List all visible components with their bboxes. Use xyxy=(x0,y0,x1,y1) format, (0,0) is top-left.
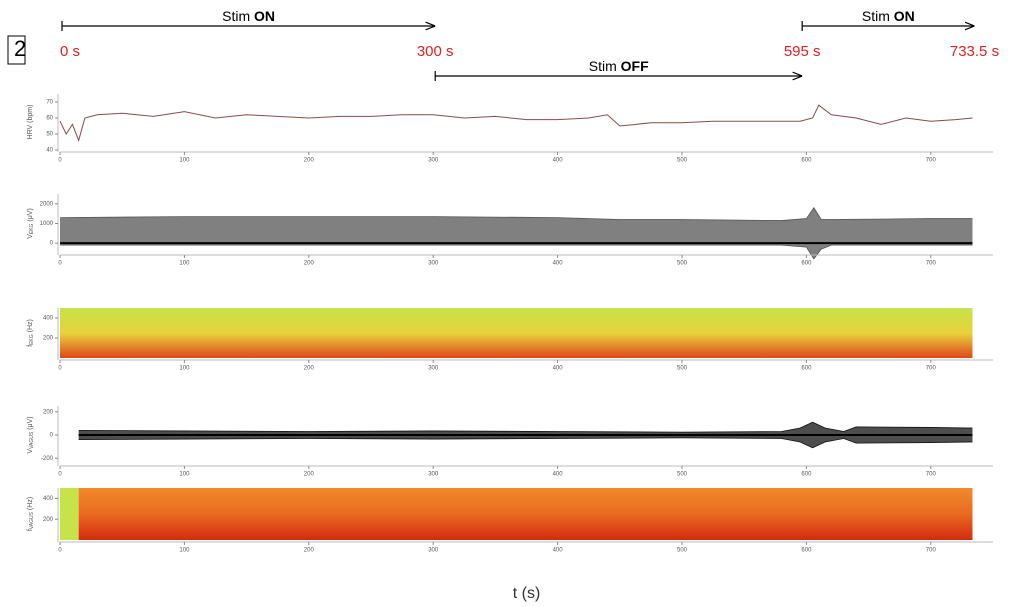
x-tick-label: 600 xyxy=(801,472,812,478)
panel-label: 2 xyxy=(14,36,26,61)
x-tick-label: 300 xyxy=(428,548,439,554)
stim-label: Stim ON xyxy=(862,8,915,24)
y-tick-label: 40 xyxy=(46,148,53,154)
stim-label: Stim ON xyxy=(222,8,275,24)
x-tick-label: 400 xyxy=(553,472,564,478)
x-tick-label: 0 xyxy=(58,261,62,267)
y-label-symbol: V xyxy=(27,449,34,454)
y-tick-label: 60 xyxy=(46,116,53,122)
x-axis-label: t (s) xyxy=(513,585,541,602)
stim-state: ON xyxy=(254,8,275,24)
x-tick-label: 500 xyxy=(677,548,688,554)
x-tick-label: 500 xyxy=(677,261,688,267)
signal-band xyxy=(60,207,973,259)
y-label-sub: EKG xyxy=(29,334,35,345)
panel-label-box xyxy=(7,35,26,65)
y-tick-label: 0 xyxy=(50,241,54,247)
x-tick-label: 700 xyxy=(926,548,937,554)
y-tick-label: 70 xyxy=(46,100,53,106)
y-label-unit: (Hz) xyxy=(27,319,34,332)
stim-prefix: Stim xyxy=(589,58,617,74)
x-tick-label: 0 xyxy=(58,158,62,164)
x-tick-label: 500 xyxy=(677,366,688,372)
x-tick-label: 200 xyxy=(304,158,315,164)
time-label: 0 s xyxy=(60,43,80,60)
x-tick-label: 100 xyxy=(179,158,190,164)
y-axis-label: fEKG (Hz) xyxy=(27,319,35,347)
y-axis-label: fVAGUS(Hz) xyxy=(27,497,35,531)
signal-min xyxy=(60,244,973,260)
stim-label: Stim OFF xyxy=(589,58,649,74)
x-tick-label: 700 xyxy=(926,158,937,164)
spectrogram xyxy=(60,308,973,358)
x-tick-label: 200 xyxy=(304,472,315,478)
stim-state: OFF xyxy=(621,58,649,74)
y-tick-label: 0 xyxy=(50,433,54,439)
y-label-symbol: V xyxy=(27,234,34,239)
x-tick-label: 400 xyxy=(553,548,564,554)
time-label: 595 s xyxy=(784,43,821,60)
x-tick-label: 600 xyxy=(801,261,812,267)
stim-prefix: Stim xyxy=(862,8,890,24)
x-tick-label: 100 xyxy=(179,366,190,372)
x-tick-label: 500 xyxy=(677,472,688,478)
y-tick-label: 200 xyxy=(43,409,54,415)
y-label-sub: VAGUS xyxy=(29,511,35,529)
x-tick-label: 600 xyxy=(801,158,812,164)
x-tick-label: 400 xyxy=(553,366,564,372)
y-label-unit: (μV) xyxy=(27,208,34,221)
y-tick-label: 200 xyxy=(43,517,54,523)
y-axis-label: HRV(bpm) xyxy=(27,105,34,140)
spectrogram xyxy=(78,488,973,540)
x-tick-label: 700 xyxy=(926,366,937,372)
y-tick-label: 50 xyxy=(46,132,53,138)
time-label: 733.5 s xyxy=(950,43,999,60)
x-tick-label: 400 xyxy=(553,158,564,164)
y-tick-label: 400 xyxy=(43,316,54,322)
x-tick-label: 700 xyxy=(926,472,937,478)
y-axis-label: VVAGUS (μV) xyxy=(27,416,35,453)
y-label-sub: EKG xyxy=(29,223,35,234)
x-tick-label: 600 xyxy=(801,548,812,554)
y-label-sub: VAGUS xyxy=(29,431,35,449)
x-tick-label: 0 xyxy=(58,366,62,372)
x-tick-label: 400 xyxy=(553,261,564,267)
y-tick-label: 200 xyxy=(43,336,54,342)
x-tick-label: 300 xyxy=(428,366,439,372)
x-tick-label: 0 xyxy=(58,548,62,554)
x-tick-label: 300 xyxy=(428,158,439,164)
x-tick-label: 300 xyxy=(428,472,439,478)
x-tick-label: 500 xyxy=(677,158,688,164)
x-tick-label: 200 xyxy=(304,261,315,267)
y-tick-label: 1000 xyxy=(40,221,54,227)
x-tick-label: 700 xyxy=(926,261,937,267)
spectrogram-lead xyxy=(60,488,79,540)
y-label-symbol: f xyxy=(27,345,34,347)
y-label-symbol: HRV xyxy=(27,124,34,139)
x-tick-label: 300 xyxy=(428,261,439,267)
x-tick-label: 200 xyxy=(304,366,315,372)
y-tick-label: -200 xyxy=(41,456,54,462)
x-tick-label: 100 xyxy=(179,261,190,267)
hrv-line xyxy=(59,104,973,142)
x-tick-label: 100 xyxy=(179,548,190,554)
y-label-unit: (μV) xyxy=(27,416,34,429)
y-tick-label: 2000 xyxy=(40,201,54,207)
y-label-unit: (bpm) xyxy=(27,105,34,123)
time-label: 300 s xyxy=(417,43,454,60)
y-label-unit: (Hz) xyxy=(27,497,34,510)
x-tick-label: 100 xyxy=(179,472,190,478)
x-tick-label: 600 xyxy=(801,366,812,372)
x-tick-label: 200 xyxy=(304,548,315,554)
y-label-symbol: f xyxy=(27,529,34,531)
stim-prefix: Stim xyxy=(222,8,250,24)
stim-state: ON xyxy=(894,8,915,24)
x-tick-label: 0 xyxy=(58,472,62,478)
y-axis-label: VEKG (μV) xyxy=(27,208,35,239)
y-tick-label: 400 xyxy=(43,496,54,502)
